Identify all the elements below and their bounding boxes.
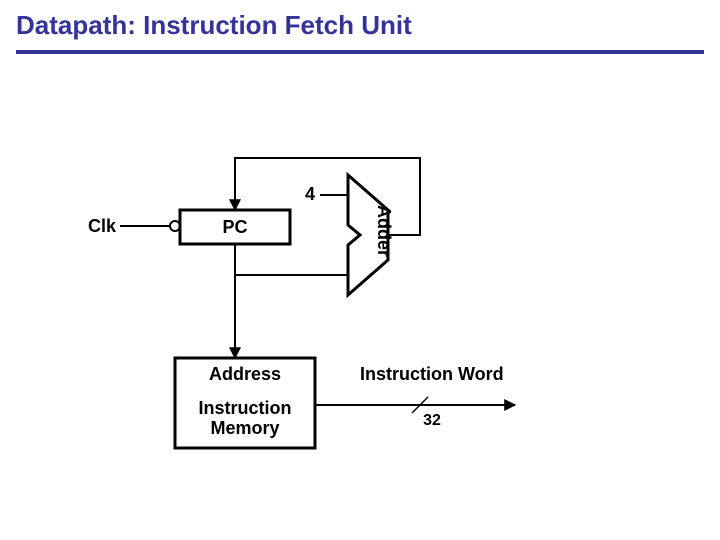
pc-to-adder-wire: [235, 244, 348, 275]
instruction-word-label: Instruction Word: [360, 364, 504, 384]
mem-name-2: Memory: [210, 418, 279, 438]
mem-address-label: Address: [209, 364, 281, 384]
mem-name-1: Instruction: [199, 398, 292, 418]
const-4-label: 4: [305, 184, 315, 204]
clk-label: Clk: [88, 216, 117, 236]
adder-label: Adder: [374, 205, 394, 257]
diagram-canvas: Clk PC 4 Adder Address InstructionMemory Instr…: [0, 0, 720, 540]
pc-label: PC: [222, 217, 247, 237]
bus-width-label: 32: [423, 412, 441, 429]
